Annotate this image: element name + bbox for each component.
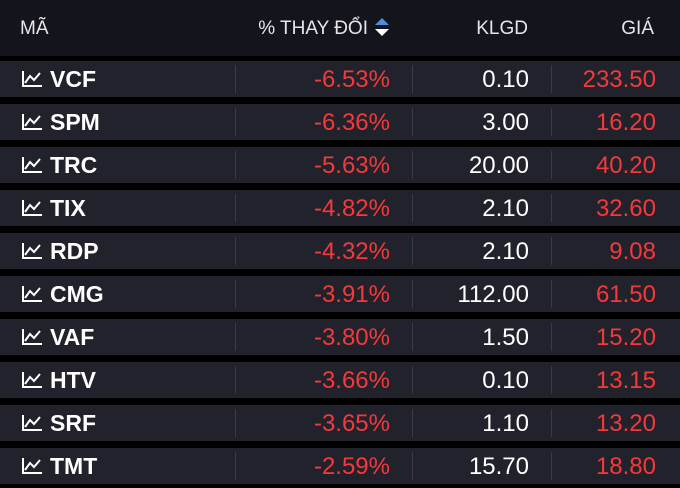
- column-divider: [235, 409, 236, 437]
- stock-price: 32.60: [595, 195, 656, 222]
- column-divider: [412, 280, 413, 308]
- trading-volume: 15.70: [468, 453, 529, 480]
- stock-symbol[interactable]: VCF: [50, 66, 96, 92]
- column-divider: [412, 409, 413, 437]
- trading-volume: 0.10: [482, 367, 529, 394]
- percent-change: -6.36%: [313, 109, 390, 136]
- stock-symbol[interactable]: TIX: [50, 195, 86, 221]
- column-divider: [235, 237, 236, 265]
- stock-symbol[interactable]: CMG: [50, 281, 104, 307]
- line-chart-icon[interactable]: [21, 328, 43, 346]
- column-divider: [235, 323, 236, 351]
- column-divider: [551, 409, 552, 437]
- line-chart-icon[interactable]: [21, 242, 43, 260]
- line-chart-icon[interactable]: [21, 199, 43, 217]
- line-chart-icon[interactable]: [21, 156, 43, 174]
- percent-change: -5.63%: [313, 152, 390, 179]
- percent-change: -2.59%: [313, 453, 390, 480]
- column-divider: [551, 108, 552, 136]
- trading-volume: 2.10: [482, 238, 529, 265]
- column-divider: [235, 151, 236, 179]
- column-divider: [412, 323, 413, 351]
- percent-change: -3.65%: [313, 410, 390, 437]
- column-divider: [551, 151, 552, 179]
- stock-price: 15.20: [595, 324, 656, 351]
- col-header-price[interactable]: GIÁ: [621, 18, 654, 39]
- column-divider: [412, 65, 413, 93]
- stock-symbol[interactable]: SRF: [50, 410, 96, 436]
- trading-volume: 112.00: [457, 281, 529, 308]
- column-divider: [412, 194, 413, 222]
- stock-symbol[interactable]: RDP: [50, 238, 99, 264]
- trading-volume: 3.00: [482, 109, 529, 136]
- stock-symbol[interactable]: HTV: [50, 367, 96, 393]
- line-chart-icon[interactable]: [21, 70, 43, 88]
- col-header-change[interactable]: % THAY ĐỔI: [258, 0, 390, 56]
- column-divider: [235, 452, 236, 480]
- table-header: MÃ % THAY ĐỔI KLGD GIÁ: [0, 0, 680, 56]
- stock-price: 61.50: [595, 281, 656, 308]
- stock-price: 13.20: [595, 410, 656, 437]
- column-divider: [412, 237, 413, 265]
- column-divider: [235, 366, 236, 394]
- percent-change: -4.32%: [313, 238, 390, 265]
- column-divider: [551, 280, 552, 308]
- percent-change: -4.82%: [313, 195, 390, 222]
- trading-volume: 0.10: [482, 66, 529, 93]
- table-row[interactable]: HTV -3.66% 0.10 13.15: [0, 362, 680, 398]
- stock-symbol[interactable]: SPM: [50, 109, 100, 135]
- line-chart-icon[interactable]: [21, 113, 43, 131]
- col-header-volume[interactable]: KLGD: [476, 18, 528, 39]
- stock-price: 13.15: [595, 367, 656, 394]
- line-chart-icon[interactable]: [21, 457, 43, 475]
- table-row[interactable]: TMT -2.59% 15.70 18.80: [0, 448, 680, 484]
- percent-change: -3.80%: [313, 324, 390, 351]
- line-chart-icon[interactable]: [21, 371, 43, 389]
- table-row[interactable]: TRC -5.63% 20.00 40.20: [0, 147, 680, 183]
- column-divider: [235, 194, 236, 222]
- line-chart-icon[interactable]: [21, 285, 43, 303]
- trading-volume: 1.50: [482, 324, 529, 351]
- table-row[interactable]: SRF -3.65% 1.10 13.20: [0, 405, 680, 441]
- percent-change: -3.91%: [313, 281, 390, 308]
- column-divider: [412, 452, 413, 480]
- column-divider: [551, 452, 552, 480]
- table-row[interactable]: VAF -3.80% 1.50 15.20: [0, 319, 680, 355]
- column-divider: [551, 366, 552, 394]
- trading-volume: 2.10: [482, 195, 529, 222]
- table-row[interactable]: TIX -4.82% 2.10 32.60: [0, 190, 680, 226]
- column-divider: [235, 108, 236, 136]
- stock-price: 16.20: [595, 109, 656, 136]
- stock-symbol[interactable]: TRC: [50, 152, 98, 178]
- stock-price: 18.80: [595, 453, 656, 480]
- stock-symbol[interactable]: TMT: [50, 453, 98, 479]
- percent-change: -6.53%: [313, 66, 390, 93]
- col-header-symbol[interactable]: MÃ: [20, 18, 49, 39]
- trading-volume: 1.10: [482, 410, 529, 437]
- column-divider: [551, 65, 552, 93]
- column-divider: [551, 194, 552, 222]
- stock-price: 9.08: [609, 238, 656, 265]
- column-divider: [551, 237, 552, 265]
- sort-icon[interactable]: [374, 17, 390, 37]
- column-divider: [235, 280, 236, 308]
- table-row[interactable]: RDP -4.32% 2.10 9.08: [0, 233, 680, 269]
- stock-price: 233.50: [582, 66, 656, 93]
- trading-volume: 20.00: [468, 152, 529, 179]
- column-divider: [235, 65, 236, 93]
- column-divider: [412, 151, 413, 179]
- percent-change: -3.66%: [313, 367, 390, 394]
- stock-symbol[interactable]: VAF: [50, 324, 95, 350]
- column-divider: [412, 366, 413, 394]
- table-row[interactable]: CMG -3.91% 112.00 61.50: [0, 276, 680, 312]
- column-divider: [551, 323, 552, 351]
- line-chart-icon[interactable]: [21, 414, 43, 432]
- column-divider: [412, 108, 413, 136]
- stock-price: 40.20: [595, 152, 656, 179]
- table-row[interactable]: VCF -6.53% 0.10 233.50: [0, 61, 680, 97]
- table-row[interactable]: SPM -6.36% 3.00 16.20: [0, 104, 680, 140]
- col-header-change-label: % THAY ĐỔI: [258, 18, 368, 39]
